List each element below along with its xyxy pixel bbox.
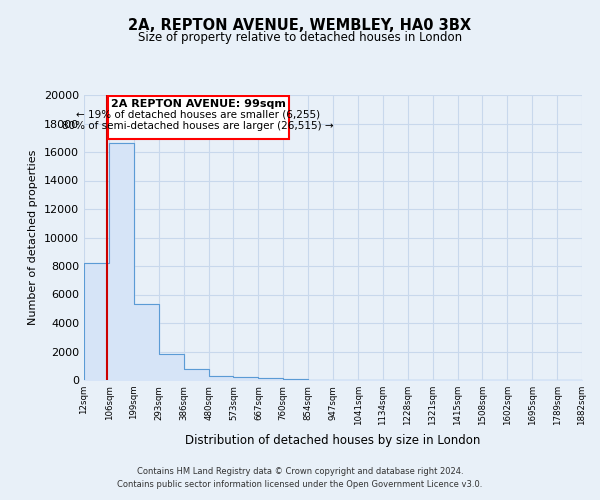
Text: ← 19% of detached houses are smaller (6,255): ← 19% of detached houses are smaller (6,…	[76, 110, 320, 120]
Text: Contains HM Land Registry data © Crown copyright and database right 2024.: Contains HM Land Registry data © Crown c…	[137, 467, 463, 476]
Text: Contains public sector information licensed under the Open Government Licence v3: Contains public sector information licen…	[118, 480, 482, 489]
Text: 2A REPTON AVENUE: 99sqm: 2A REPTON AVENUE: 99sqm	[110, 100, 286, 110]
X-axis label: Distribution of detached houses by size in London: Distribution of detached houses by size …	[185, 434, 481, 446]
Text: 2A, REPTON AVENUE, WEMBLEY, HA0 3BX: 2A, REPTON AVENUE, WEMBLEY, HA0 3BX	[128, 18, 472, 32]
Text: 80% of semi-detached houses are larger (26,515) →: 80% of semi-detached houses are larger (…	[62, 120, 334, 130]
Text: Size of property relative to detached houses in London: Size of property relative to detached ho…	[138, 31, 462, 44]
Y-axis label: Number of detached properties: Number of detached properties	[28, 150, 38, 325]
FancyBboxPatch shape	[108, 96, 289, 139]
